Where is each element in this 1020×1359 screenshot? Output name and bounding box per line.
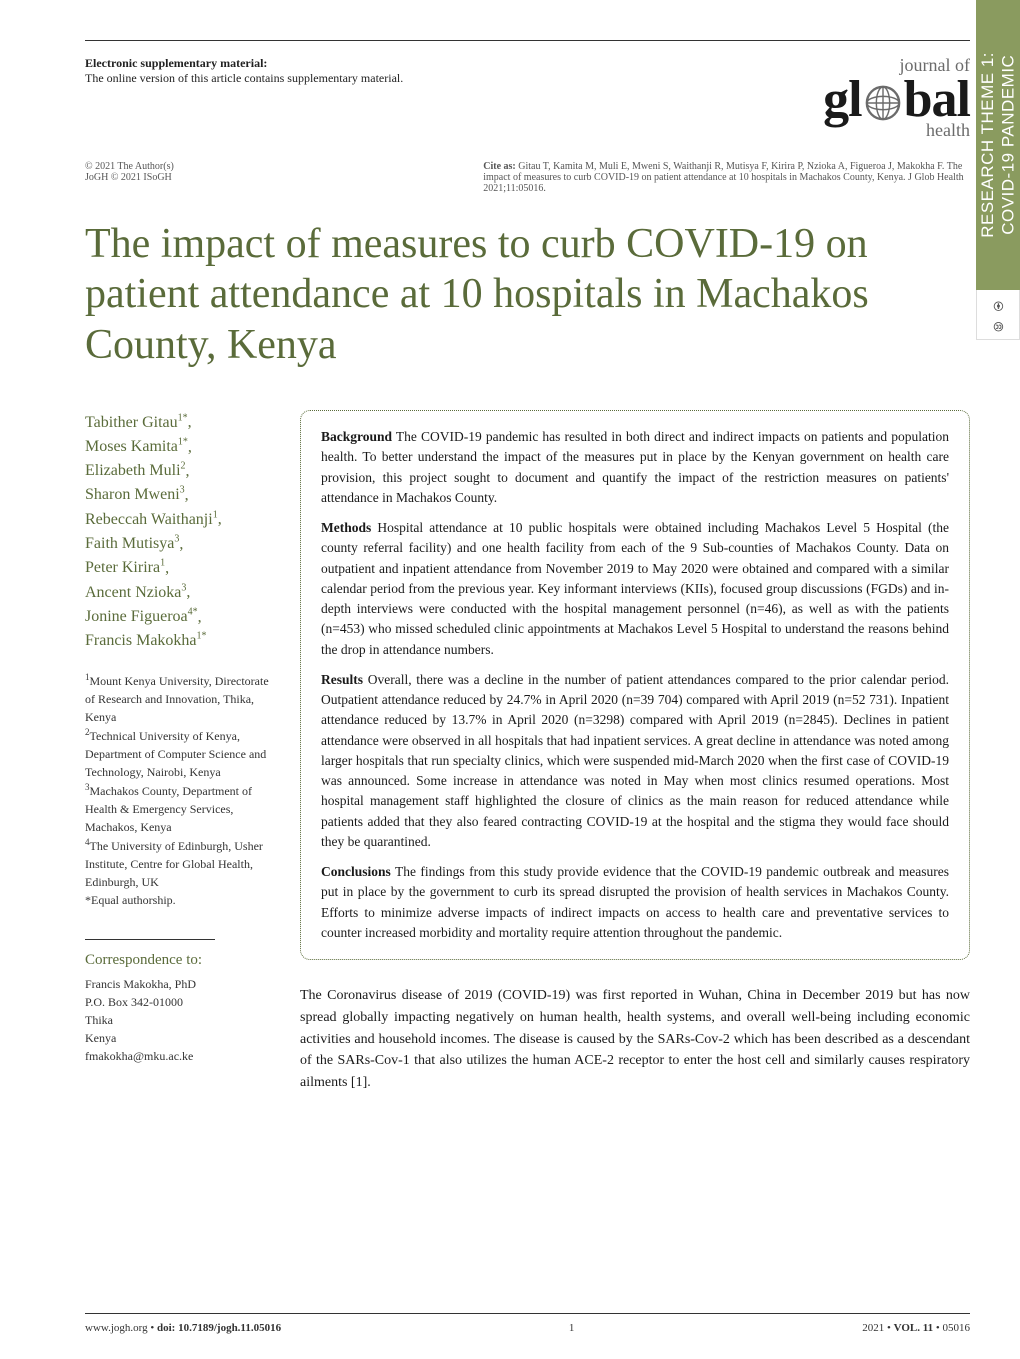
abstract-methods: Methods Hospital attendance at 10 public…	[321, 518, 949, 660]
journal-suffix: health	[926, 120, 970, 141]
correspondence-rule	[85, 939, 215, 940]
header-row: Electronic supplementary material: The o…	[85, 56, 970, 141]
abstract-background-label: Background	[321, 429, 392, 444]
equal-authorship: *Equal authorship.	[85, 891, 270, 909]
copyright-line2: JoGH © 2021 ISoGH	[85, 172, 174, 183]
affiliation: 1Mount Kenya University, Directorate of …	[85, 671, 270, 726]
footer-left: www.jogh.org • doi: 10.7189/jogh.11.0501…	[85, 1322, 281, 1334]
affiliations: 1Mount Kenya University, Directorate of …	[85, 671, 270, 909]
footer-rule	[85, 1313, 970, 1314]
footer-page-number: 1	[569, 1322, 575, 1334]
supplementary-label: Electronic supplementary material:	[85, 56, 823, 71]
cite-body: Gitau T, Kamita M, Muli E, Mweni S, Wait…	[483, 161, 963, 194]
author: Faith Mutisya3	[85, 535, 179, 552]
author: Elizabeth Muli2	[85, 462, 186, 479]
author: Tabither Gitau1*	[85, 414, 188, 431]
corr-email: fmakokha@mku.ac.ke	[85, 1047, 270, 1065]
copyright-text: © 2021 The Author(s) JoGH © 2021 ISoGH	[85, 161, 174, 194]
cite-label: Cite as:	[483, 161, 516, 172]
abstract-box: Background The COVID-19 pandemic has res…	[300, 410, 970, 960]
corr-address: Thika	[85, 1011, 270, 1029]
footer-url: www.jogh.org	[85, 1322, 148, 1334]
journal-word-bal: bal	[904, 74, 970, 126]
author: Moses Kamita1*	[85, 438, 188, 455]
author: Francis Makokha1*	[85, 632, 207, 649]
citation-text: Cite as: Gitau T, Kamita M, Muli E, Mwen…	[483, 161, 970, 194]
footer-doi: 10.7189/jogh.11.05016	[178, 1322, 281, 1334]
correspondence-title: Correspondence to:	[85, 952, 270, 969]
intro-paragraph: The Coronavirus disease of 2019 (COVID-1…	[300, 985, 970, 1093]
article-title: The impact of measures to curb COVID-19 …	[85, 219, 970, 370]
footer-article-id: 05016	[943, 1322, 971, 1334]
abstract-results-label: Results	[321, 672, 363, 687]
journal-wordmark: gl bal	[823, 74, 970, 126]
supplementary-text: The online version of this article conta…	[85, 71, 823, 86]
footer-year: 2021	[862, 1322, 884, 1334]
journal-word-gl: gl	[823, 74, 861, 126]
affiliation: 3Machakos County, Department of Health &…	[85, 781, 270, 836]
author: Jonine Figueroa4*	[85, 608, 198, 625]
page-footer: www.jogh.org • doi: 10.7189/jogh.11.0501…	[85, 1313, 970, 1334]
author: Rebeccah Waithanji1	[85, 511, 218, 528]
top-rule	[85, 40, 970, 41]
abstract-methods-text: Hospital attendance at 10 public hospita…	[321, 520, 949, 657]
authors-list: Tabither Gitau1*, Moses Kamita1*, Elizab…	[85, 410, 270, 653]
main-columns: Tabither Gitau1*, Moses Kamita1*, Elizab…	[85, 410, 970, 1093]
correspondence-details: Francis Makokha, PhD P.O. Box 342-01000 …	[85, 975, 270, 1065]
abstract-conclusions-text: The findings from this study provide evi…	[321, 864, 949, 940]
corr-address: P.O. Box 342-01000	[85, 993, 270, 1011]
abstract-background-text: The COVID-19 pandemic has resulted in bo…	[321, 429, 949, 505]
abstract-methods-label: Methods	[321, 520, 371, 535]
footer-right: 2021 • VOL. 11 • 05016	[862, 1322, 970, 1334]
abstract-results-text: Overall, there was a decline in the numb…	[321, 672, 949, 849]
corr-address: Kenya	[85, 1029, 270, 1047]
copyright-citation-row: © 2021 The Author(s) JoGH © 2021 ISoGH C…	[85, 161, 970, 194]
footer-vol: VOL. 11	[894, 1322, 934, 1334]
left-column: Tabither Gitau1*, Moses Kamita1*, Elizab…	[85, 410, 270, 1093]
affiliation: 2Technical University of Kenya, Departme…	[85, 726, 270, 781]
footer-row: www.jogh.org • doi: 10.7189/jogh.11.0501…	[85, 1322, 970, 1334]
supplementary-material-note: Electronic supplementary material: The o…	[85, 56, 823, 86]
abstract-background: Background The COVID-19 pandemic has res…	[321, 427, 949, 508]
copyright-line1: © 2021 The Author(s)	[85, 161, 174, 172]
footer-doi-label: doi:	[157, 1322, 178, 1334]
author: Ancent Nzioka3	[85, 584, 186, 601]
author: Sharon Mweni3	[85, 486, 185, 503]
corr-name: Francis Makokha, PhD	[85, 975, 270, 993]
globe-icon	[864, 84, 902, 122]
journal-logo: journal of gl bal health	[823, 56, 970, 141]
correspondence-block: Correspondence to: Francis Makokha, PhD …	[85, 939, 270, 1065]
abstract-conclusions: Conclusions The findings from this study…	[321, 862, 949, 943]
abstract-results: Results Overall, there was a decline in …	[321, 670, 949, 852]
abstract-conclusions-label: Conclusions	[321, 864, 391, 879]
author: Peter Kirira1	[85, 559, 165, 576]
right-column: Background The COVID-19 pandemic has res…	[300, 410, 970, 1093]
affiliation: 4The University of Edinburgh, Usher Inst…	[85, 836, 270, 891]
